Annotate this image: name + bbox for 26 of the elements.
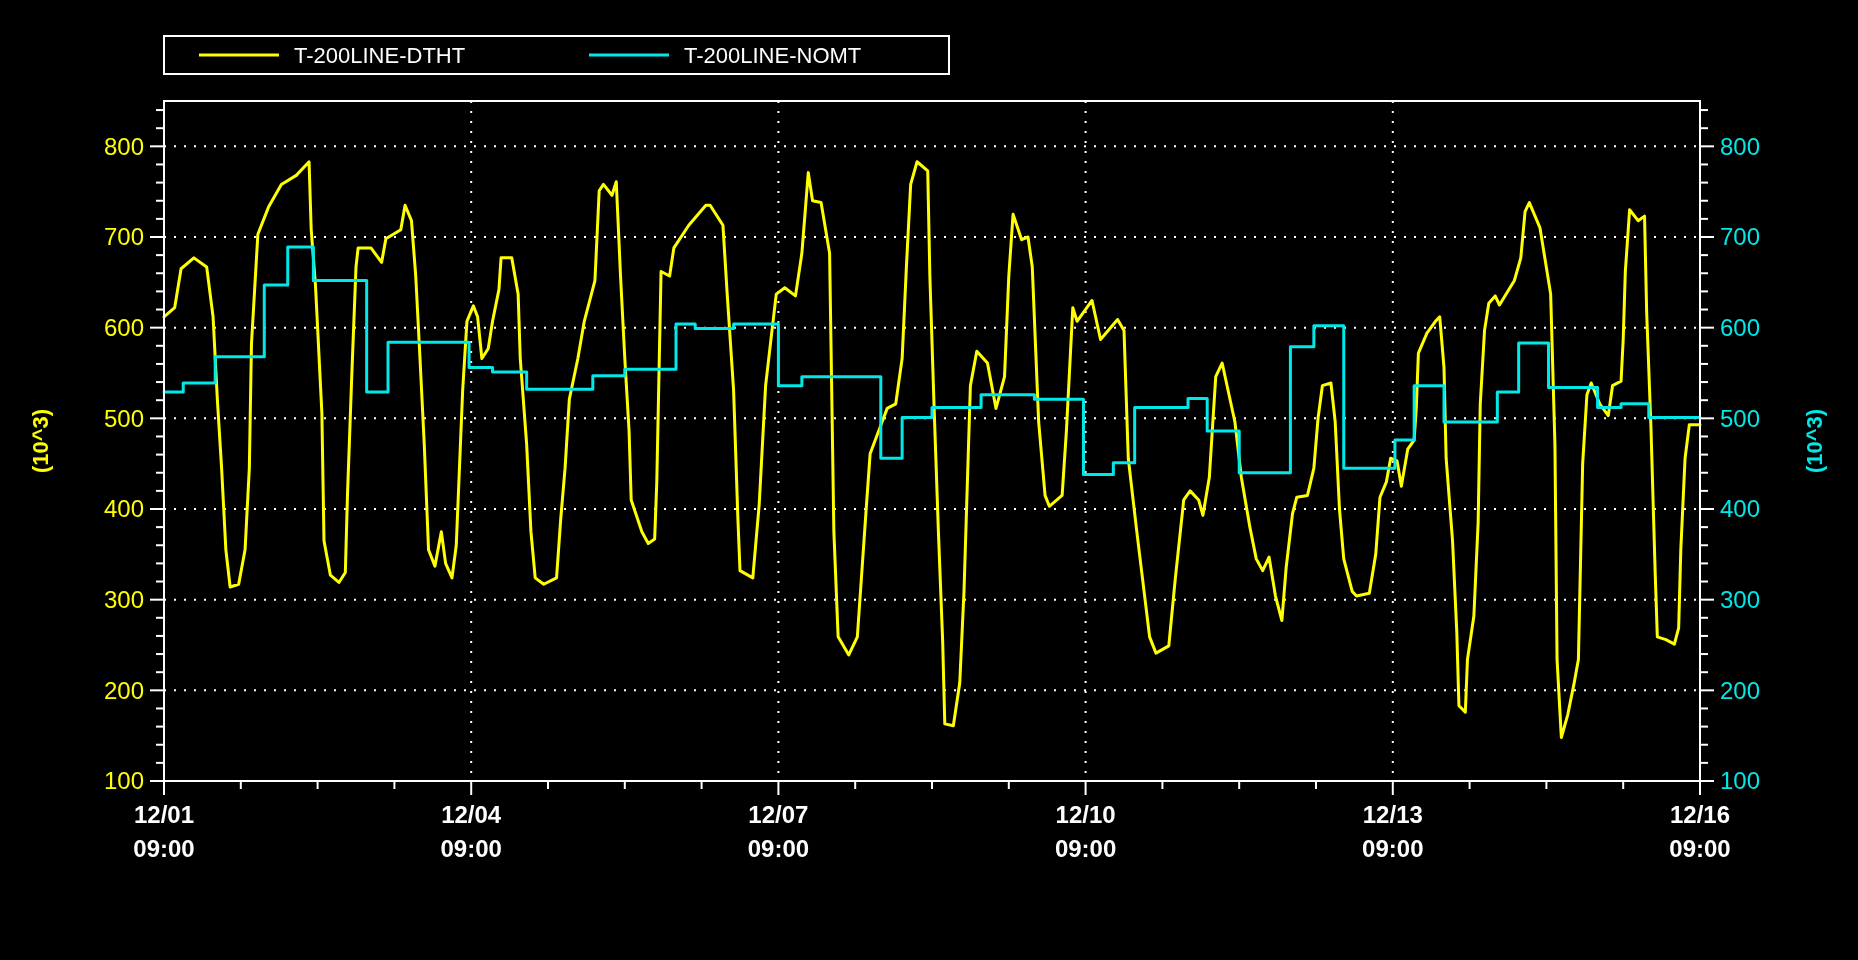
- y2-tick-label: 500: [1720, 404, 1761, 432]
- y2-tick-label: 200: [1720, 676, 1761, 704]
- y-tick-label: 800: [103, 132, 144, 160]
- x-tick-label: 12/10 09:00: [1054, 801, 1117, 862]
- y-tick-label: 400: [103, 495, 144, 523]
- y2-tick-label: 800: [1720, 132, 1761, 160]
- y-tick-label: 700: [103, 223, 144, 251]
- x-tick-label: 12/07 09:00: [747, 801, 810, 862]
- legend-label: T-200LINE-NOMT: [684, 42, 862, 68]
- y2-tick-label: 700: [1720, 223, 1761, 251]
- y-tick-label: 500: [103, 404, 144, 432]
- y2-axis-title: (10^3): [1802, 408, 1827, 474]
- y-tick-label: 300: [103, 586, 144, 614]
- x-tick-label: 12/01 09:00: [133, 801, 195, 862]
- y-tick-label: 600: [103, 314, 144, 342]
- y-axis-title: (10^3): [28, 408, 53, 474]
- y2-tick-label: 400: [1720, 495, 1761, 523]
- y-tick-label: 200: [103, 676, 144, 704]
- y2-tick-label: 300: [1720, 586, 1761, 614]
- legend-label: T-200LINE-DTHT: [294, 42, 466, 68]
- x-tick-label: 12/13 09:00: [1362, 801, 1424, 862]
- y2-tick-label: 600: [1720, 314, 1761, 342]
- y2-tick-label: 100: [1720, 767, 1761, 795]
- y-tick-label: 100: [103, 767, 144, 795]
- x-tick-label: 12/04 09:00: [440, 801, 502, 862]
- x-tick-label: 12/16 09:00: [1669, 801, 1731, 862]
